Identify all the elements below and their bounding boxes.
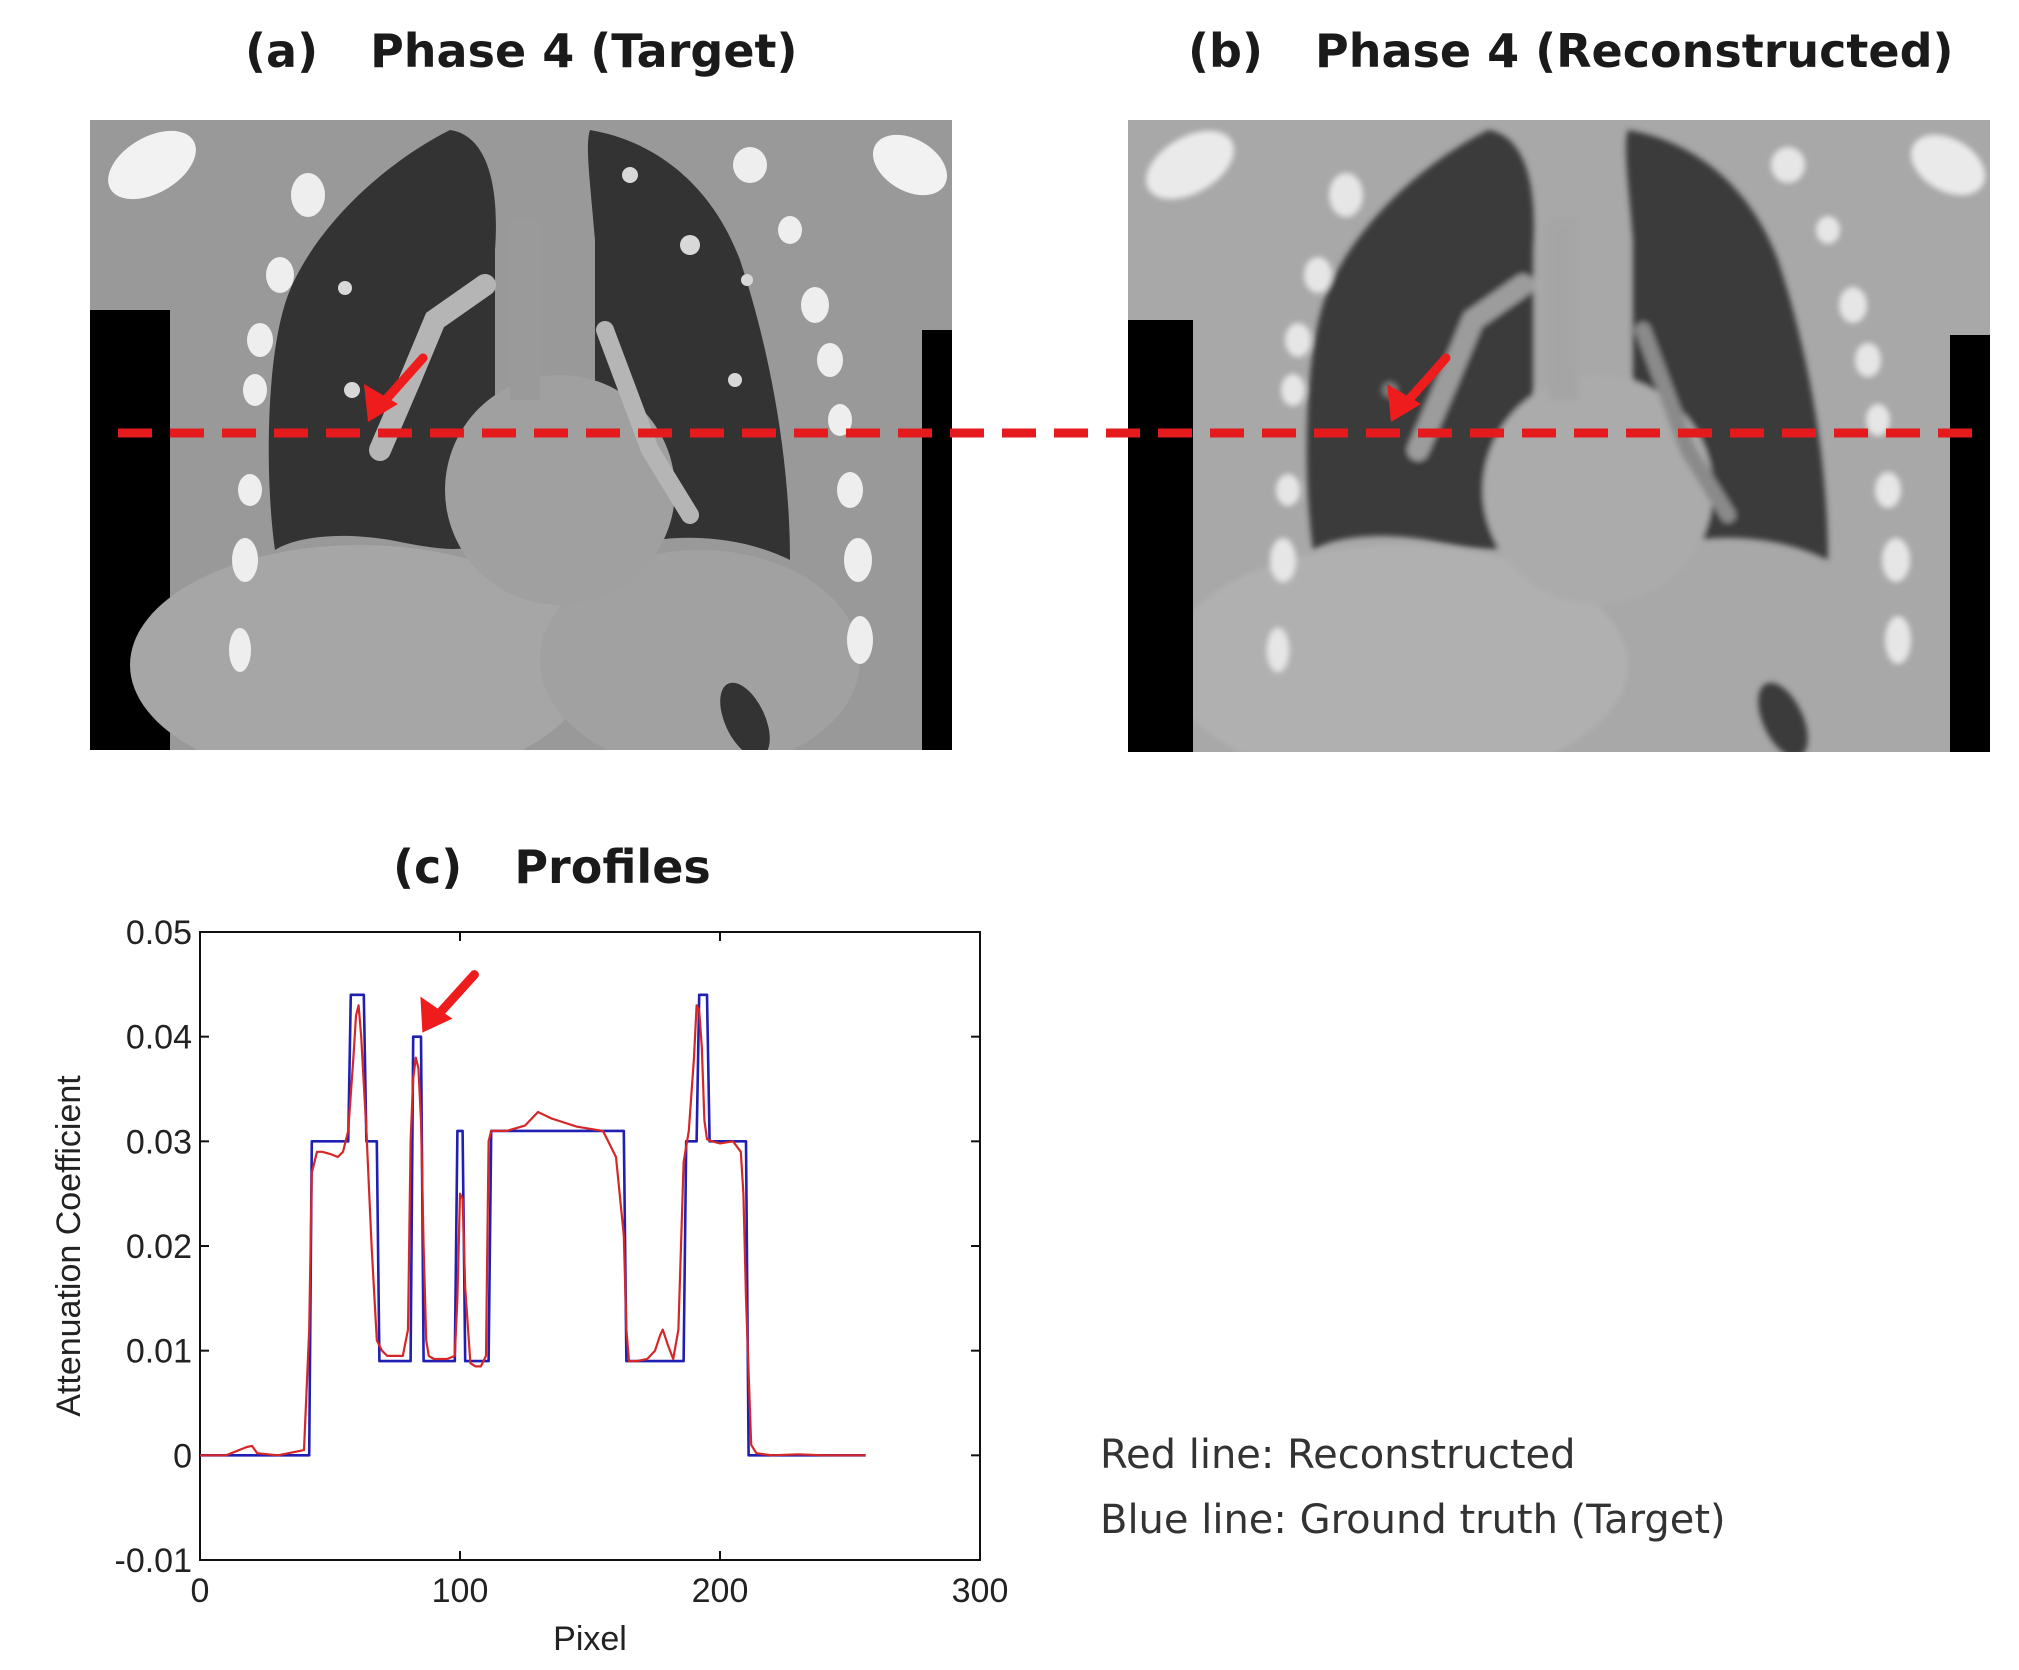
panel-b-label: (b) xyxy=(1188,24,1263,78)
ribs-left xyxy=(1267,173,1363,672)
left-air-region xyxy=(1128,320,1193,752)
panel-c-heading: Profiles xyxy=(514,840,711,894)
y-tick-label: 0.02 xyxy=(126,1228,192,1266)
panel-a-title: (a) Phase 4 (Target) xyxy=(245,24,798,78)
plot-frame xyxy=(199,931,981,1561)
ribs-left xyxy=(229,173,325,672)
y-tick-label: 0.01 xyxy=(126,1333,192,1371)
bowel-gas xyxy=(720,682,770,750)
right-lung xyxy=(1306,130,1534,550)
annotation-arrow-head xyxy=(420,996,453,1033)
bronchus-left xyxy=(1635,322,1736,523)
panel-b-title: (b) Phase 4 (Reconstructed) xyxy=(1188,24,1954,78)
trachea xyxy=(510,220,540,400)
chart-annotation xyxy=(420,970,479,1033)
bronchus-left xyxy=(596,321,699,524)
panel-a-label: (a) xyxy=(245,24,319,78)
vessel-dot xyxy=(728,373,742,387)
right-air-region xyxy=(922,330,952,750)
reconstructed-line xyxy=(200,1004,866,1457)
bronchus-right xyxy=(1407,274,1534,461)
vessel-dot xyxy=(344,382,360,398)
x-tick-label: 200 xyxy=(692,1572,749,1610)
y-axis-label: Attenuation Coefficient xyxy=(50,1075,88,1417)
ribs-right xyxy=(733,147,873,664)
legend-red-line: Red line: Reconstructed xyxy=(1100,1432,1576,1478)
y-tick-label: 0.05 xyxy=(126,914,192,952)
bowel-gas xyxy=(1758,682,1808,752)
x-tick-label: 0 xyxy=(191,1572,210,1610)
panel-b-heading: Phase 4 (Reconstructed) xyxy=(1314,24,1954,78)
x-tick-label: 300 xyxy=(952,1572,1009,1610)
panel-a-heading: Phase 4 (Target) xyxy=(370,24,798,78)
clavicle-right xyxy=(873,134,947,196)
clavicle-right xyxy=(1911,134,1985,196)
clavicle-left xyxy=(108,130,196,200)
profile-line-overlay xyxy=(118,353,1982,438)
y-tick-label: 0.03 xyxy=(126,1123,192,1161)
panel-c-label: (c) xyxy=(393,840,463,894)
liver xyxy=(1168,545,1628,752)
trachea xyxy=(1548,220,1578,400)
y-tick-label: 0 xyxy=(173,1437,192,1475)
vessel-dot xyxy=(338,281,352,295)
vessel-dot xyxy=(741,274,753,286)
annotation-arrow-shaft xyxy=(431,970,479,1022)
ribs-right xyxy=(1771,147,1911,664)
ground-truth-line xyxy=(200,993,866,1457)
legend-blue-line: Blue line: Ground truth (Target) xyxy=(1100,1497,1726,1543)
liver xyxy=(130,545,590,750)
stomach xyxy=(540,550,860,750)
bronchus-right xyxy=(369,274,496,461)
y-tick-label: 0.04 xyxy=(126,1019,192,1057)
panel-c-title: (c) Profiles xyxy=(393,840,711,894)
clavicle-left xyxy=(1146,130,1234,200)
right-lung xyxy=(268,130,496,550)
x-tick-label: 100 xyxy=(432,1572,489,1610)
y-tick-label: -0.01 xyxy=(115,1542,193,1580)
vessel-dot xyxy=(680,235,700,255)
right-air-region xyxy=(1950,335,1990,752)
x-axis-label: Pixel xyxy=(553,1620,627,1658)
arrow-panel-b xyxy=(1387,353,1451,422)
arrow-panel-a xyxy=(364,353,428,422)
chart-series xyxy=(200,993,866,1457)
vessel-dot xyxy=(622,167,638,183)
